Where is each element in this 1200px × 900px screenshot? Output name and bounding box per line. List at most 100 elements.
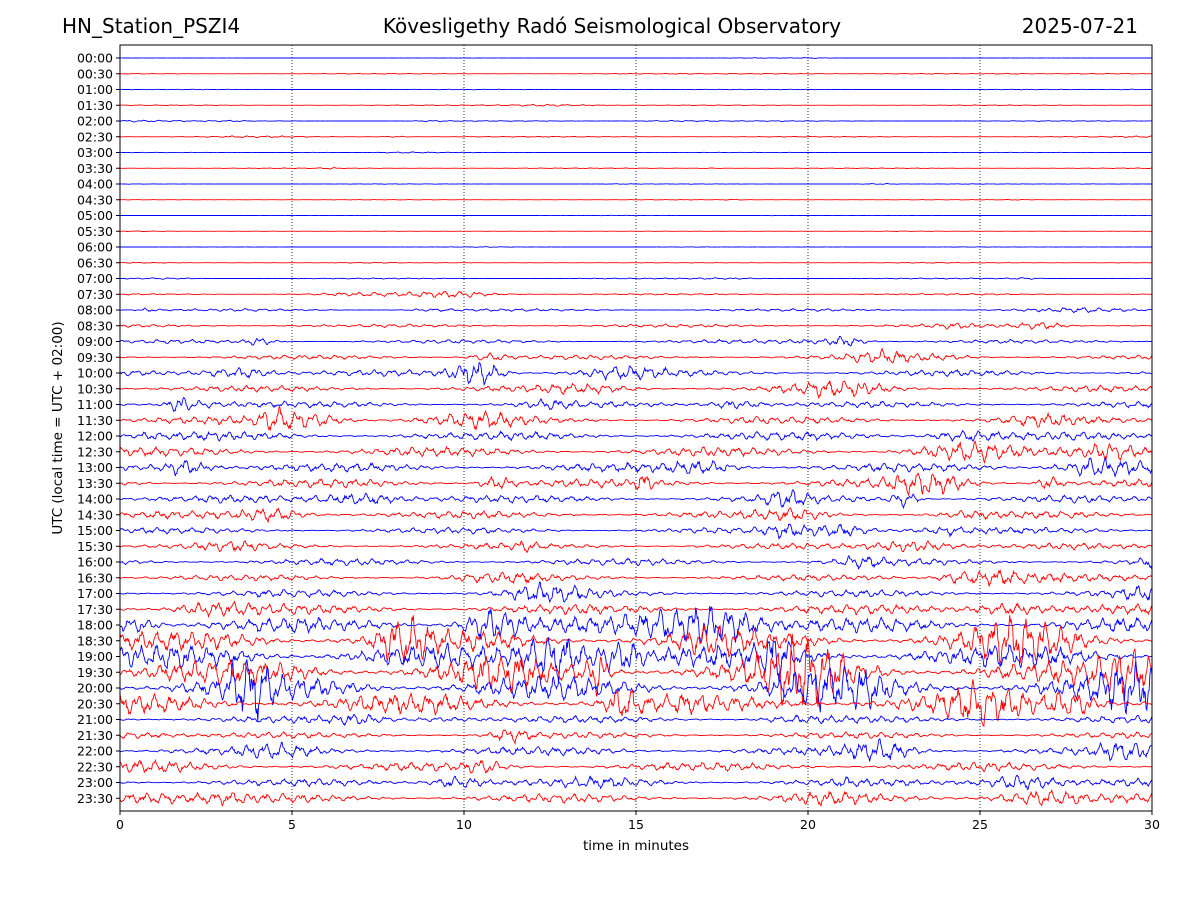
y-tick-label-1200: 12:00 [77,429,113,444]
y-tick-label-0330: 03:30 [77,161,113,176]
trace-lines [119,57,1153,807]
trace-0730 [119,290,1153,298]
y-tick-label-2300: 23:00 [77,775,113,790]
trace-1130 [119,405,1153,431]
x-tick-label-0: 0 [116,817,124,832]
y-tick-label-0300: 03:00 [77,145,113,160]
y-tick-label-2000: 20:00 [77,681,113,696]
y-tick-label-0800: 08:00 [77,303,113,318]
trace-0300 [120,151,1152,154]
trace-0030 [119,72,1153,75]
y-tick-label-1030: 10:30 [77,381,113,396]
trace-0000 [119,57,1152,59]
trace-2000 [119,659,1153,722]
y-tick-label-0400: 04:00 [77,177,113,192]
y-tick-label-0230: 02:30 [77,129,113,144]
y-tick-label-1100: 11:00 [77,397,113,412]
trace-0700 [119,277,1152,280]
trace-0600 [120,246,1152,248]
trace-0900 [119,336,1152,347]
trace-0500 [120,214,1153,217]
y-tick-label-1930: 19:30 [77,665,113,680]
y-tick-label-1330: 13:30 [77,476,113,491]
y-tick-label-0500: 05:00 [77,208,113,223]
trace-1830 [119,615,1153,664]
y-tick-label-2330: 23:30 [77,791,113,806]
trace-1500 [119,523,1152,541]
trace-2300 [119,774,1152,791]
y-tick-label-1000: 10:00 [77,366,113,381]
trace-1900 [119,637,1153,684]
trace-1800 [119,606,1153,644]
trace-1030 [119,380,1153,400]
y-tick-label-1630: 16:30 [77,570,113,585]
x-tick-label-15: 15 [628,817,644,832]
trace-0800 [119,307,1153,314]
x-tick-label-30: 30 [1144,817,1160,832]
trace-1730 [120,600,1153,619]
trace-0130 [119,103,1152,107]
x-axis-label: time in minutes [583,838,689,854]
trace-0400 [120,183,1153,185]
x-tick-label-5: 5 [288,817,296,832]
trace-1300 [119,455,1153,478]
y-tick-label-0030: 00:30 [77,66,113,81]
trace-1200 [120,429,1153,443]
trace-2330 [119,788,1153,807]
y-tick-label-0600: 06:00 [77,240,113,255]
y-tick-label-1730: 17:30 [77,602,113,617]
y-tick-label-0730: 07:30 [77,287,113,302]
y-tick-label-1700: 17:00 [77,586,113,601]
y-tick-label-1530: 15:30 [77,539,113,554]
x-tick-label-25: 25 [972,817,988,832]
trace-1600 [119,555,1153,570]
trace-1530 [119,539,1153,554]
x-tick-label-10: 10 [456,817,472,832]
y-tick-label-1400: 14:00 [77,492,113,507]
trace-0630 [120,261,1152,264]
trace-1400 [120,488,1153,510]
trace-1330 [119,472,1153,497]
y-axis-label: UTC (local time = UTC + 02:00) [50,321,66,534]
y-tick-label-0100: 01:00 [77,82,113,97]
y-tick-label-0930: 09:30 [77,350,113,365]
x-tick-label-20: 20 [800,817,816,832]
trace-0830 [119,321,1153,330]
plot-date: 2025-07-21 [1021,14,1138,38]
y-tick-label-2100: 21:00 [77,712,113,727]
y-tick-label-1430: 14:30 [77,507,113,522]
y-tick-label-0700: 07:00 [77,271,113,286]
trace-2230 [119,759,1153,774]
trace-0200 [119,119,1152,123]
trace-1230 [119,440,1153,464]
trace-2130 [119,729,1153,745]
axes: 00:0000:3001:0001:3002:0002:3003:0003:30… [50,44,1160,854]
trace-0430 [120,199,1152,201]
y-tick-label-1130: 11:30 [77,413,113,428]
y-tick-label-0530: 05:30 [77,224,113,239]
y-tick-label-1230: 12:30 [77,444,113,459]
y-tick-label-0630: 06:30 [77,255,113,270]
y-tick-label-2030: 20:30 [77,696,113,711]
trace-0100 [119,88,1152,91]
y-tick-label-2130: 21:30 [77,728,113,743]
trace-1930 [119,633,1153,707]
trace-1000 [119,362,1153,387]
trace-1700 [119,581,1153,604]
y-tick-label-1900: 19:00 [77,649,113,664]
station-name: HN_Station_PSZI4 [62,14,241,38]
trace-0530 [119,230,1152,233]
observatory-title: Kövesligethy Radó Seismological Observat… [382,14,842,38]
trace-2100 [119,713,1153,727]
y-tick-label-0900: 09:00 [77,334,113,349]
y-tick-label-0000: 00:00 [77,51,113,66]
trace-2030 [119,679,1153,728]
y-tick-label-0130: 01:30 [77,98,113,113]
y-tick-label-2230: 22:30 [77,759,113,774]
y-tick-label-1600: 16:00 [77,555,113,570]
trace-0230 [120,135,1153,138]
y-tick-label-2200: 22:00 [77,744,113,759]
trace-1430 [119,507,1153,524]
y-tick-label-0830: 08:30 [77,318,113,333]
